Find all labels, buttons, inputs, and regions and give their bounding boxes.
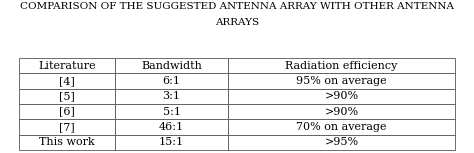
Text: 70% on average: 70% on average	[296, 122, 387, 132]
Bar	[19, 58, 115, 73]
Text: Radiation efficiency: Radiation efficiency	[285, 61, 398, 71]
Text: Literature: Literature	[38, 61, 96, 71]
Text: Bandwidth: Bandwidth	[141, 61, 202, 71]
Bar	[115, 135, 228, 150]
Text: 5:1: 5:1	[163, 107, 181, 117]
Bar	[115, 119, 228, 135]
Bar	[115, 104, 228, 119]
Text: 95% on average: 95% on average	[296, 76, 387, 86]
Text: 46:1: 46:1	[159, 122, 184, 132]
Bar	[228, 104, 455, 119]
Bar	[19, 135, 115, 150]
Text: [6]: [6]	[59, 107, 75, 117]
Bar	[228, 58, 455, 73]
Text: [4]: [4]	[59, 76, 75, 86]
Bar	[228, 73, 455, 89]
Bar	[115, 73, 228, 89]
Text: [5]: [5]	[59, 91, 75, 101]
Text: >90%: >90%	[325, 107, 359, 117]
Text: [7]: [7]	[59, 122, 75, 132]
Text: ARRAYS: ARRAYS	[215, 18, 259, 27]
Text: COMPARISON OF THE SUGGESTED ANTENNA ARRAY WITH OTHER ANTENNA: COMPARISON OF THE SUGGESTED ANTENNA ARRA…	[20, 2, 454, 11]
Bar	[19, 73, 115, 89]
Text: 15:1: 15:1	[159, 137, 184, 147]
Bar	[19, 119, 115, 135]
Text: >95%: >95%	[325, 137, 359, 147]
Bar	[115, 89, 228, 104]
Bar	[228, 119, 455, 135]
Text: 6:1: 6:1	[163, 76, 181, 86]
Bar	[228, 89, 455, 104]
Text: >90%: >90%	[325, 91, 359, 101]
Bar	[19, 104, 115, 119]
Text: 3:1: 3:1	[163, 91, 181, 101]
Bar	[115, 58, 228, 73]
Text: This work: This work	[39, 137, 95, 147]
Bar	[19, 89, 115, 104]
Bar	[228, 135, 455, 150]
